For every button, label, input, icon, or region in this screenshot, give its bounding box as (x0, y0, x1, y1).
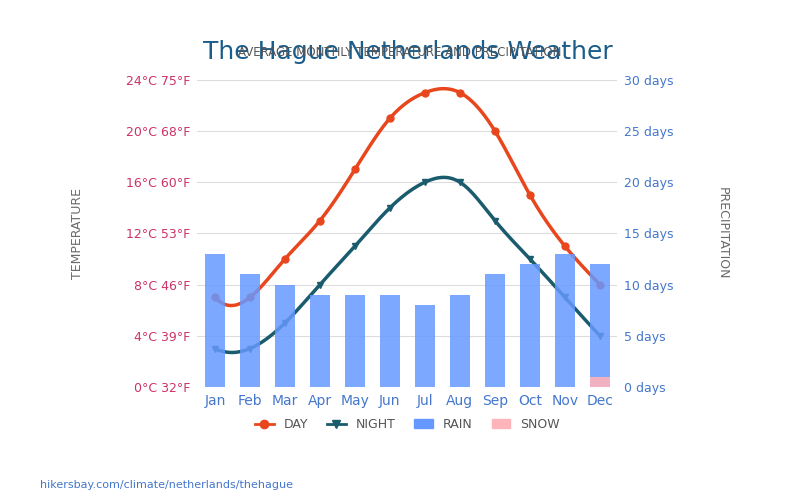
Bar (380, 295, 399, 387)
Bar (415, 305, 434, 387)
Bar (450, 295, 470, 387)
Legend: DAY, NIGHT, RAIN, SNOW: DAY, NIGHT, RAIN, SNOW (250, 413, 565, 436)
Y-axis label: TEMPERATURE: TEMPERATURE (71, 188, 84, 279)
Bar (206, 254, 225, 387)
Bar (346, 295, 365, 387)
Bar (486, 274, 505, 387)
Y-axis label: PRECIPITATION: PRECIPITATION (716, 187, 729, 280)
Bar (555, 254, 574, 387)
Bar (310, 295, 330, 387)
Bar (590, 376, 610, 387)
Bar (275, 284, 294, 387)
Text: hikersbay.com/climate/netherlands/thehague: hikersbay.com/climate/netherlands/thehag… (40, 480, 293, 490)
Bar (520, 264, 539, 387)
Bar (240, 274, 259, 387)
Text: AVERAGE MONTHLY TEMPERATURE AND PRECIPITATION: AVERAGE MONTHLY TEMPERATURE AND PRECIPIT… (238, 46, 562, 59)
Title: The Hague Netherlands Weather: The Hague Netherlands Weather (202, 40, 612, 64)
Bar (590, 264, 610, 387)
